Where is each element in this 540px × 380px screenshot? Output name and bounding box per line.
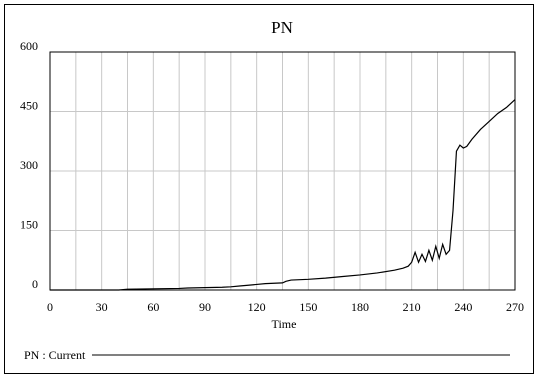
grid-lines (50, 52, 515, 290)
legend-label: PN : Current (24, 348, 86, 362)
x-tick-label: 150 (299, 300, 317, 314)
plot-area-border (49, 51, 516, 291)
series-line-pn-current (50, 99, 516, 291)
x-tick-label: 30 (96, 300, 108, 314)
x-tick-label: 60 (147, 300, 159, 314)
x-tick-label: 90 (199, 300, 211, 314)
chart-title: PN (271, 18, 293, 37)
series-layer (50, 99, 516, 291)
y-tick-label: 600 (20, 39, 38, 53)
y-tick-label: 0 (32, 277, 38, 291)
chart-frame (4, 4, 534, 374)
y-axis-ticks: 0 150 300 450 600 (20, 39, 38, 291)
x-tick-label: 240 (454, 300, 472, 314)
x-tick-label: 120 (248, 300, 266, 314)
x-tick-label: 270 (506, 300, 524, 314)
y-tick-label: 300 (20, 158, 38, 172)
x-axis-ticks: 0 30 60 90 120 150 180 210 240 270 (47, 300, 524, 314)
y-tick-label: 150 (20, 218, 38, 232)
x-tick-label: 180 (351, 300, 369, 314)
x-tick-label: 210 (403, 300, 421, 314)
x-axis-label: Time (272, 317, 297, 331)
x-tick-label: 0 (47, 300, 53, 314)
y-tick-label: 450 (20, 99, 38, 113)
